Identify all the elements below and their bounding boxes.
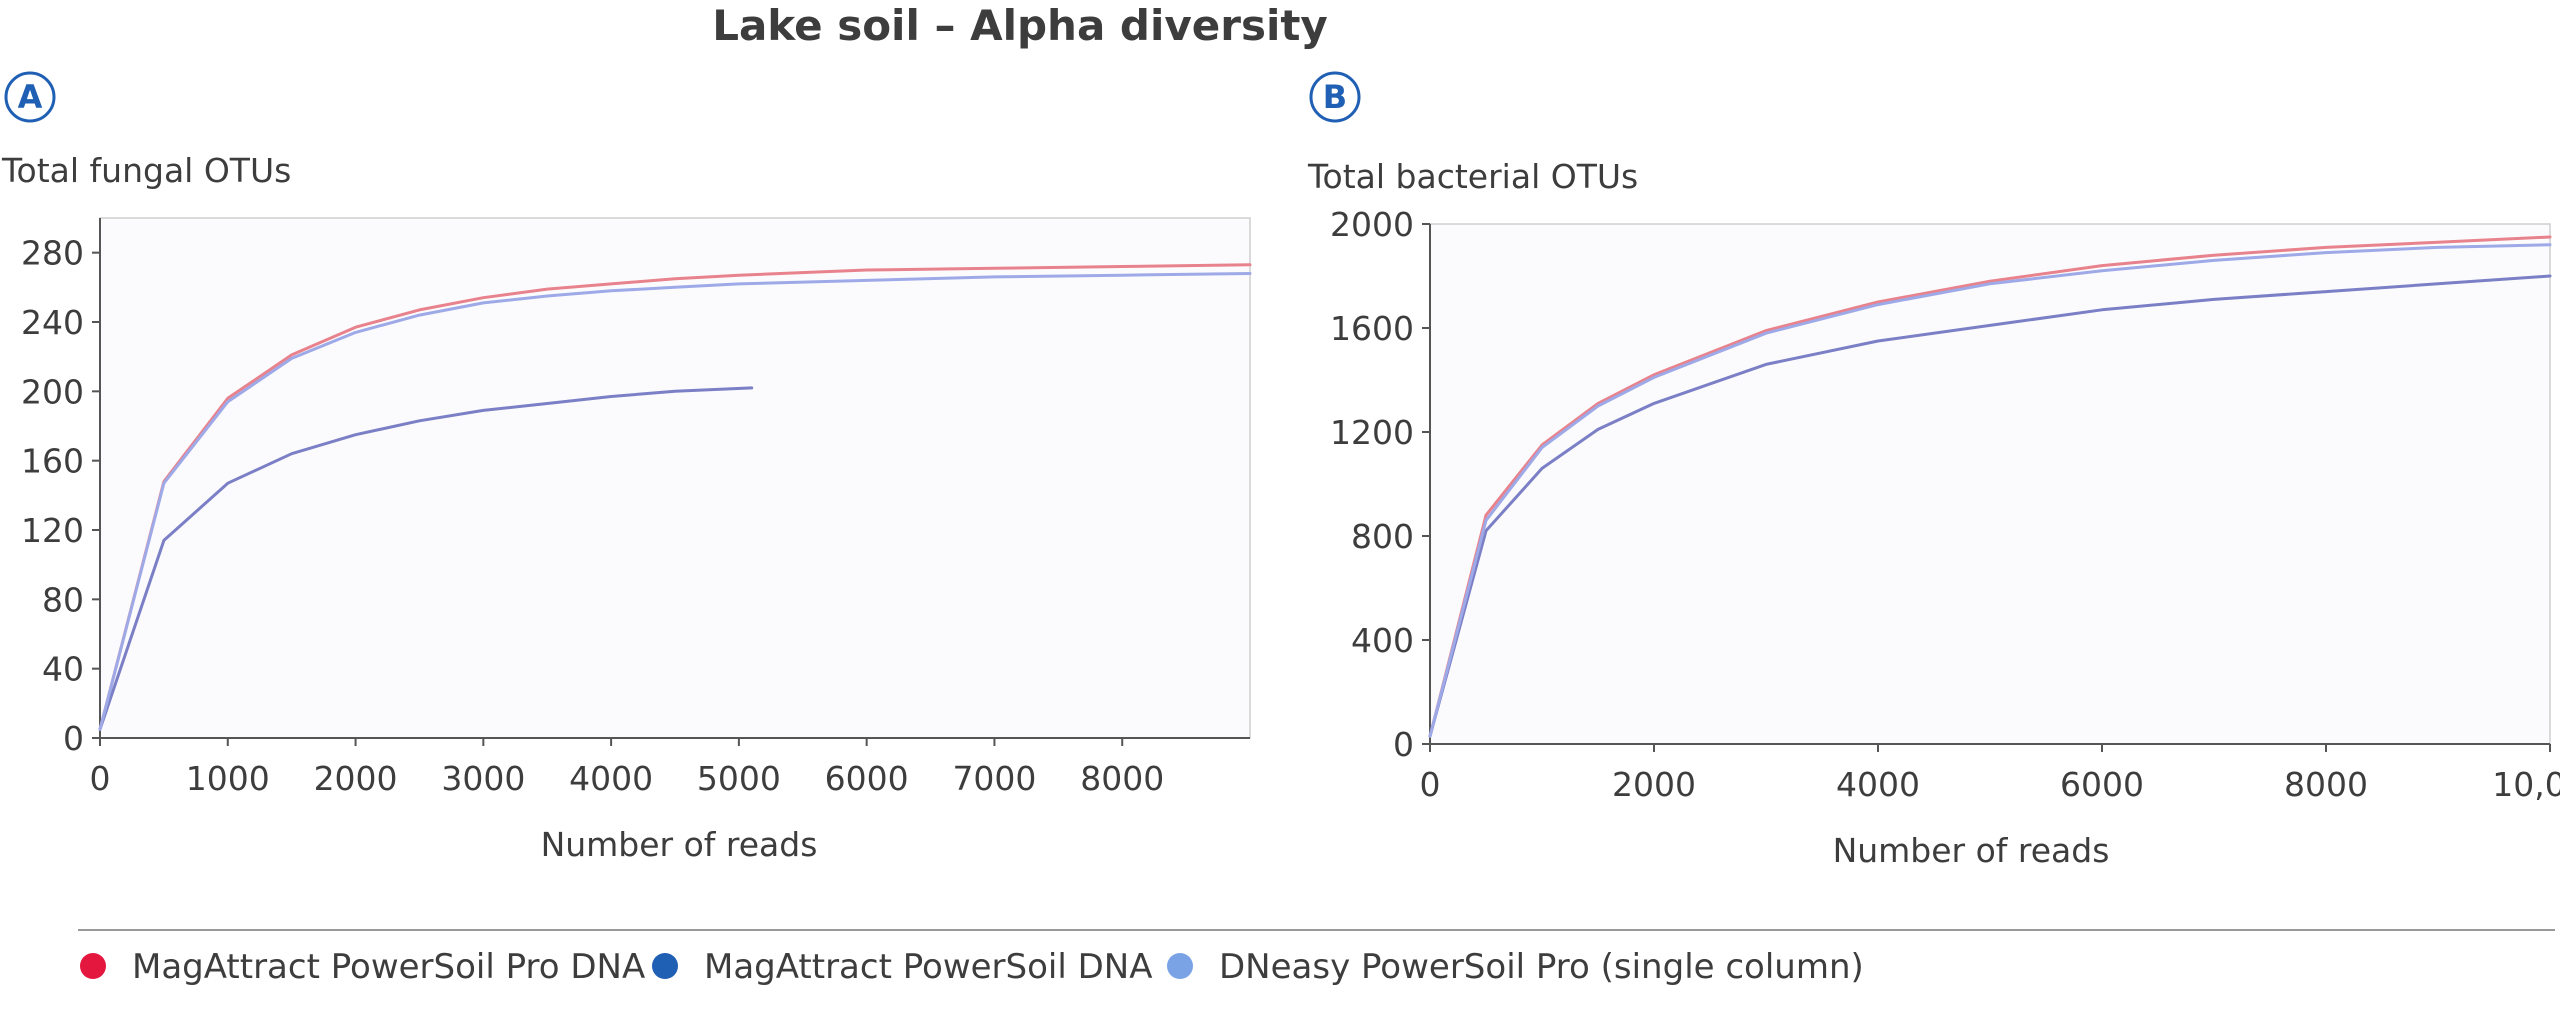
panel-a-y-tick-label: 240: [21, 303, 84, 342]
panel-b-x-tick-label: 8000: [2284, 765, 2368, 804]
legend-swatch-pro-magattract: [80, 953, 106, 979]
panel-a-y-axis-label: Total fungal OTUs: [1, 151, 291, 190]
panel-a-x-tick-label: 6000: [825, 759, 909, 798]
panel-b-x-axis-label: Number of reads: [1833, 831, 2110, 870]
panel-a-x-tick-label: 0: [90, 759, 111, 798]
panel-a-plot-area: [99, 217, 1251, 739]
panel-a-x-tick-label: 5000: [697, 759, 781, 798]
panel-b-y-tick-label: 1200: [1330, 413, 1414, 452]
panel-b-x-tick-label: 0: [1420, 765, 1441, 804]
panel-a-x-tick-label: 2000: [314, 759, 398, 798]
panel-b-y-tick-label: 400: [1351, 621, 1414, 660]
panel-a-series-line-dneasy: [98, 272, 1252, 731]
panel-b-badge: [1309, 71, 1361, 123]
panel-b-x-tick-label: 6000: [2060, 765, 2144, 804]
panel-a-y-tick-label: 40: [42, 650, 84, 689]
panel-b-series-line-pro-magattract: [1428, 235, 2552, 738]
panel-a-series-line-pro-magattract: [98, 263, 1252, 731]
chart-title: Lake soil – Alpha diversity: [712, 1, 1328, 50]
panel-b: B Total bacterial OTUs Number of reads 0…: [1307, 71, 2560, 870]
legend-label-pro-magattract: MagAttract PowerSoil Pro DNA: [132, 947, 645, 987]
panel-a-letter: A: [18, 78, 43, 116]
panel-a-series-line-magattract: [98, 386, 754, 731]
panel-b-plot-area: [1429, 223, 2551, 745]
panel-b-y-tick-label: 800: [1351, 517, 1414, 556]
panel-a-badge: [4, 71, 56, 123]
panel-a-y-tick-label: 160: [21, 442, 84, 481]
panel-a-x-tick-label: 8000: [1080, 759, 1164, 798]
legend-swatch-dneasy: [1167, 953, 1193, 979]
panel-a-y-tick-label: 0: [63, 719, 84, 758]
panel-b-series-line-dneasy: [1428, 243, 2552, 738]
panel-b-letter: B: [1323, 78, 1347, 116]
panel-a-x-tick-label: 7000: [952, 759, 1036, 798]
panel-a-x-tick-label: 4000: [569, 759, 653, 798]
legend-label-dneasy: DNeasy PowerSoil Pro (single column): [1219, 947, 1864, 987]
panel-b-series-line-magattract: [1428, 274, 2552, 738]
panel-b-x-tick-label: 2000: [1612, 765, 1696, 804]
panel-a-y-tick-label: 200: [21, 372, 84, 411]
panel-b-y-tick-label: 0: [1393, 725, 1414, 764]
legend-label-magattract: MagAttract PowerSoil DNA: [704, 947, 1152, 987]
panel-a-x-tick-label: 3000: [441, 759, 525, 798]
legend: MagAttract PowerSoil Pro DNA MagAttract …: [80, 947, 1864, 987]
panel-a-x-axis-label: Number of reads: [541, 825, 818, 864]
panel-a-y-tick-label: 120: [21, 511, 84, 550]
panel-b-y-tick-label: 1600: [1330, 309, 1414, 348]
panel-a: A Total fungal OTUs Number of reads 0 40 8…: [1, 71, 1252, 864]
panel-b-x-tick-label: 10,000: [2492, 765, 2560, 804]
panel-b-x-tick-label: 4000: [1836, 765, 1920, 804]
legend-swatch-magattract: [652, 953, 678, 979]
panel-a-y-tick-label: 80: [42, 580, 84, 619]
panel-b-y-axis-label: Total bacterial OTUs: [1307, 157, 1638, 196]
panel-a-y-tick-label: 280: [21, 234, 84, 273]
panel-b-y-tick-label: 2000: [1330, 205, 1414, 244]
panel-a-x-tick-label: 1000: [186, 759, 270, 798]
